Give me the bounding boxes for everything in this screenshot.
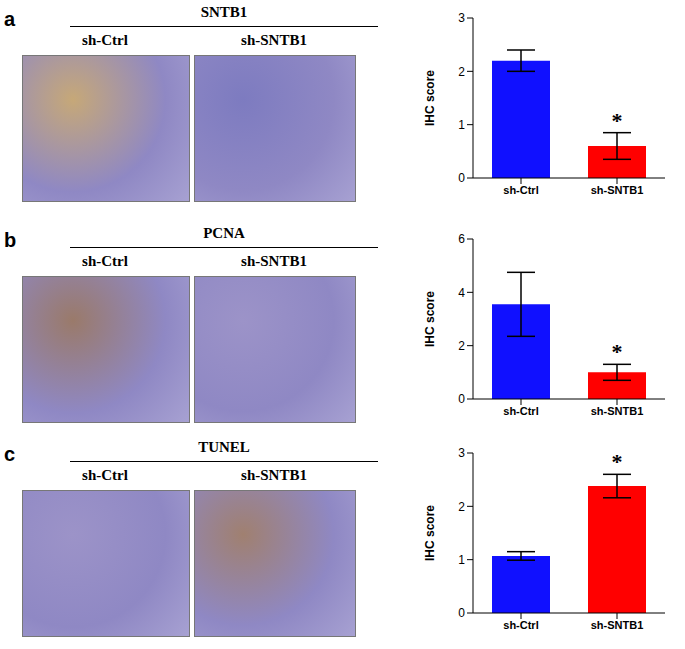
svg-text:sh-Ctrl: sh-Ctrl [503,405,538,417]
svg-text:IHC score: IHC score [423,70,437,126]
html-text:c: c [4,443,16,465]
svg-text:0: 0 [458,606,465,620]
svg-text:1: 1 [458,118,465,132]
svg-text:*: * [612,108,623,133]
svg-text:sh-SNTB1: sh-SNTB1 [591,184,644,196]
svg-text:6: 6 [458,232,465,246]
svg-text:2: 2 [458,65,465,79]
svg-text:2: 2 [458,500,465,514]
html-text:a: a [4,8,16,30]
svg-text:2: 2 [458,339,465,353]
html-text:sh-SNTB1: sh-SNTB1 [241,32,307,48]
svg-text:*: * [612,339,623,364]
html-text:sh-Ctrl: sh-Ctrl [82,253,128,269]
html-text:TUNEL: TUNEL [198,439,250,455]
html-text:PCNA: PCNA [203,225,245,241]
svg-text:IHC score: IHC score [423,505,437,561]
svg-text:0: 0 [458,171,465,185]
svg-text:*: * [612,449,623,474]
svg-text:IHC score: IHC score [423,291,437,347]
html-text:sh-SNTB1: sh-SNTB1 [241,467,307,483]
svg-text:3: 3 [458,446,465,460]
svg-text:4: 4 [458,286,465,300]
html-text:sh-SNTB1: sh-SNTB1 [241,253,307,269]
svg-text:sh-SNTB1: sh-SNTB1 [591,619,644,631]
svg-text:sh-Ctrl: sh-Ctrl [503,184,538,196]
html-text:b: b [4,229,17,251]
html-text:SNTB1: SNTB1 [200,4,248,20]
svg-text:sh-Ctrl: sh-Ctrl [503,619,538,631]
html-text:sh-Ctrl: sh-Ctrl [82,467,128,483]
svg-text:1: 1 [458,553,465,567]
svg-text:0: 0 [458,392,465,406]
svg-text:3: 3 [458,11,465,25]
html-text:sh-Ctrl: sh-Ctrl [82,32,128,48]
svg-text:sh-SNTB1: sh-SNTB1 [591,405,644,417]
